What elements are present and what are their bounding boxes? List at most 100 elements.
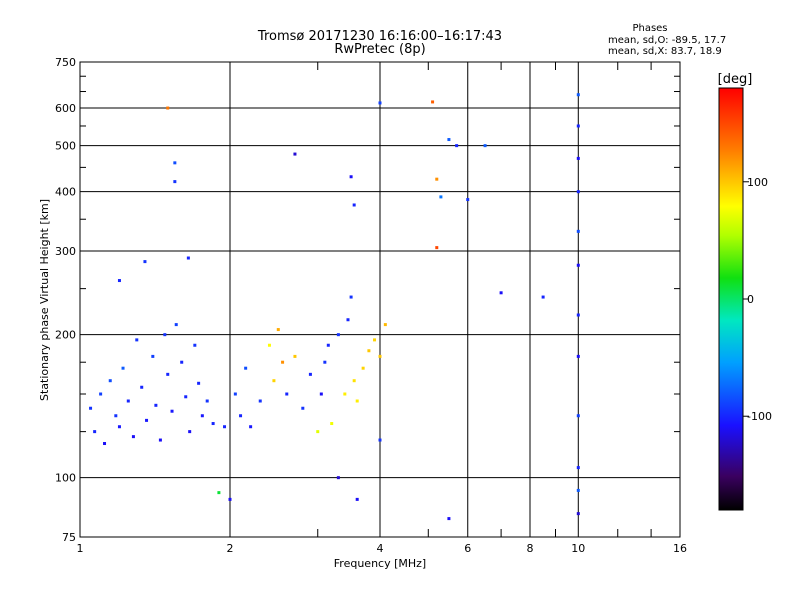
- data-point: [93, 430, 97, 434]
- data-point: [343, 392, 347, 396]
- colorbar-ticks: 100 0 -100: [743, 176, 772, 423]
- data-point: [131, 435, 135, 439]
- colorbar-tick-label: -100: [747, 410, 772, 423]
- data-point: [258, 399, 262, 403]
- data-point: [576, 190, 580, 194]
- y-tick-label: 100: [55, 472, 76, 485]
- data-point: [217, 491, 221, 495]
- data-point: [378, 354, 382, 358]
- data-point: [447, 138, 451, 142]
- colorbar-tick-label: 100: [747, 176, 768, 189]
- data-point: [239, 414, 243, 418]
- data-point: [99, 392, 103, 396]
- data-point: [576, 229, 580, 233]
- data-point: [276, 328, 280, 332]
- data-point: [431, 100, 435, 104]
- data-point: [435, 246, 439, 250]
- data-point: [383, 323, 387, 327]
- data-point: [349, 295, 353, 299]
- data-point: [114, 414, 118, 418]
- data-point: [319, 392, 323, 396]
- data-point: [103, 442, 107, 446]
- y-tick-label: 200: [55, 329, 76, 342]
- data-point: [308, 372, 312, 376]
- data-point: [228, 497, 232, 501]
- data-point: [466, 198, 470, 202]
- data-point: [193, 343, 197, 347]
- data-point: [293, 354, 297, 358]
- data-point: [576, 313, 580, 317]
- y-tick-label: 600: [55, 102, 76, 115]
- y-axis-label: Stationary phase Virtual Height [km]: [38, 199, 51, 401]
- data-point: [326, 343, 330, 347]
- data-point: [455, 144, 459, 148]
- data-point: [499, 291, 503, 295]
- data-point: [352, 379, 356, 383]
- data-point: [267, 343, 271, 347]
- data-point: [135, 338, 139, 342]
- data-point: [373, 338, 377, 342]
- data-point: [197, 381, 201, 385]
- y-tick-label: 750: [55, 56, 76, 69]
- data-point: [180, 360, 184, 364]
- data-point: [186, 256, 190, 260]
- data-point: [151, 354, 155, 358]
- y-tick-label: 500: [55, 140, 76, 153]
- data-point: [158, 438, 162, 442]
- y-tick-label: 300: [55, 245, 76, 258]
- data-point: [346, 318, 350, 322]
- chart-subtitle: RwPretec (8p): [334, 42, 425, 57]
- data-point: [272, 379, 276, 383]
- data-point: [301, 406, 305, 410]
- data-point: [249, 425, 253, 429]
- data-point: [233, 392, 237, 396]
- data-point: [244, 366, 248, 370]
- data-point: [140, 385, 144, 389]
- data-point: [541, 295, 545, 299]
- chart-title: Tromsø 20171230 16:16:00–16:17:43: [257, 29, 502, 44]
- data-point: [184, 395, 188, 399]
- y-tick-label: 75: [62, 531, 76, 544]
- data-point: [145, 418, 149, 422]
- data-point: [439, 195, 443, 199]
- data-point: [447, 517, 451, 521]
- data-point: [355, 497, 359, 501]
- colorbar: [718, 87, 744, 511]
- data-point: [361, 366, 365, 370]
- data-point: [211, 422, 215, 426]
- data-point: [173, 161, 177, 165]
- data-point: [576, 93, 580, 97]
- data-point: [188, 430, 192, 434]
- data-point: [336, 333, 340, 337]
- data-point: [285, 392, 289, 396]
- data-point: [576, 263, 580, 267]
- data-point: [121, 366, 125, 370]
- x-tick-label: 4: [377, 542, 384, 555]
- data-point: [281, 360, 285, 364]
- data-point: [576, 414, 580, 418]
- data-point: [378, 438, 382, 442]
- data-point: [154, 403, 158, 407]
- plot-frame: [79, 61, 681, 538]
- x-axis-label: Frequency [MHz]: [334, 557, 426, 570]
- data-point: [367, 349, 371, 353]
- data-point: [108, 379, 112, 383]
- x-axis-ticks: 1 2 4 6 8 10 16: [77, 62, 687, 555]
- data-point: [163, 333, 167, 337]
- y-tick-label: 400: [55, 186, 76, 199]
- data-point: [576, 488, 580, 492]
- data-point: [293, 152, 297, 156]
- data-point: [576, 156, 580, 160]
- data-point: [89, 406, 93, 410]
- data-point: [378, 101, 382, 105]
- x-tick-label: 1: [77, 542, 84, 555]
- data-point: [576, 354, 580, 358]
- data-point: [316, 430, 320, 434]
- data-point: [355, 399, 359, 403]
- data-point: [323, 360, 327, 364]
- data-point: [576, 124, 580, 128]
- data-point: [117, 279, 121, 283]
- data-point: [173, 180, 177, 184]
- grid-lines: [80, 62, 680, 537]
